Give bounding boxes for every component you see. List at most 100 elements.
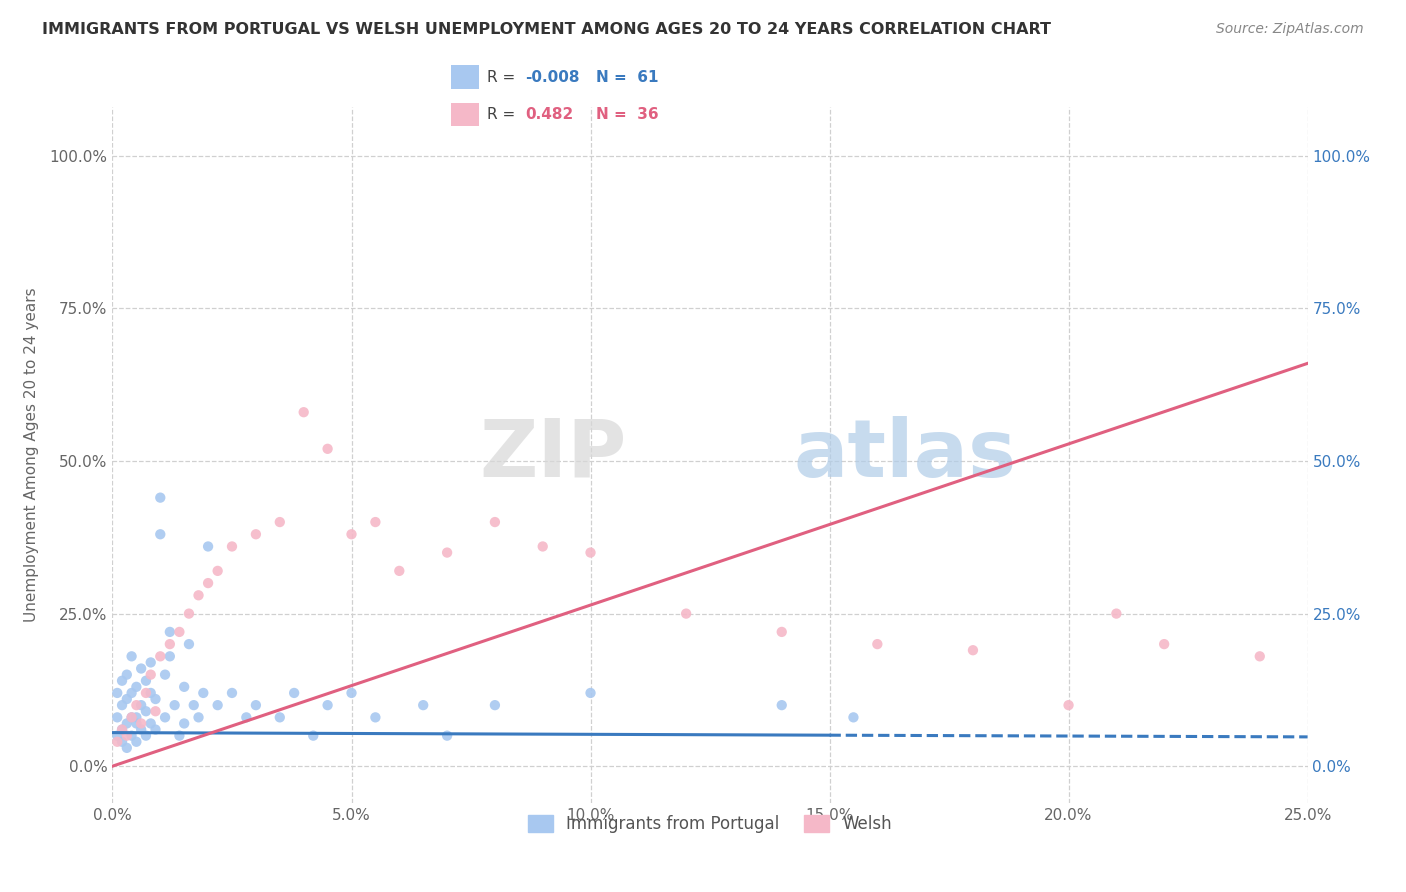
Point (412, 698, 434, 713)
Point (207, 698, 229, 713)
Text: N =  36: N = 36 (596, 107, 659, 122)
Text: atlas: atlas (793, 416, 1017, 494)
Point (159, 637, 181, 651)
Point (1105, 607, 1128, 621)
Point (111, 698, 134, 713)
Point (1057, 698, 1080, 713)
Point (245, 527, 267, 541)
Text: IMMIGRANTS FROM PORTUGAL VS WELSH UNEMPLOYMENT AMONG AGES 20 TO 24 YEARS CORRELA: IMMIGRANTS FROM PORTUGAL VS WELSH UNEMPL… (42, 22, 1052, 37)
Point (139, 656, 162, 670)
Point (125, 710, 148, 724)
Point (579, 686, 602, 700)
Point (159, 624, 181, 639)
Y-axis label: Unemployment Among Ages 20 to 24 years: Unemployment Among Ages 20 to 24 years (24, 287, 38, 623)
Point (145, 692, 167, 706)
Point (340, 527, 363, 541)
Point (125, 680, 148, 694)
Point (159, 649, 181, 664)
Point (115, 729, 138, 743)
Point (269, 710, 291, 724)
Point (125, 698, 148, 713)
Point (135, 729, 157, 743)
Point (187, 588, 209, 602)
Point (115, 740, 138, 755)
Point (115, 667, 138, 681)
Point (364, 710, 387, 724)
Point (292, 405, 315, 419)
FancyBboxPatch shape (451, 65, 478, 89)
Point (177, 607, 200, 621)
Point (129, 716, 152, 731)
Point (139, 716, 162, 731)
Point (1249, 649, 1271, 664)
Text: Source: ZipAtlas.com: Source: ZipAtlas.com (1216, 22, 1364, 37)
Point (111, 673, 134, 688)
Point (121, 729, 143, 743)
Text: R =: R = (486, 107, 515, 122)
Point (531, 540, 554, 554)
Point (111, 723, 134, 737)
Point (436, 545, 458, 559)
Point (316, 698, 339, 713)
Point (316, 442, 339, 456)
Point (770, 624, 793, 639)
Text: ZIP: ZIP (479, 416, 627, 494)
Point (484, 515, 506, 529)
Point (153, 667, 176, 681)
Point (842, 710, 865, 724)
Point (388, 564, 411, 578)
Point (207, 564, 229, 578)
Point (173, 680, 195, 694)
Text: R =: R = (486, 70, 515, 85)
Point (129, 723, 152, 737)
Point (145, 723, 167, 737)
Point (149, 491, 172, 505)
Point (235, 710, 257, 724)
Point (183, 698, 205, 713)
Point (173, 716, 195, 731)
Point (169, 624, 191, 639)
Point (135, 704, 157, 718)
Point (125, 716, 148, 731)
Text: 0.482: 0.482 (526, 107, 574, 122)
Point (675, 607, 697, 621)
Point (197, 540, 219, 554)
Point (193, 686, 215, 700)
Point (105, 710, 128, 724)
Point (221, 540, 243, 554)
Point (770, 698, 793, 713)
Point (105, 729, 128, 743)
Point (169, 729, 191, 743)
Point (245, 698, 267, 713)
Point (187, 710, 209, 724)
Point (302, 729, 325, 743)
Point (129, 661, 152, 675)
Point (135, 673, 157, 688)
Point (121, 710, 143, 724)
Point (153, 710, 176, 724)
Point (115, 716, 138, 731)
Point (111, 723, 134, 737)
Point (135, 686, 157, 700)
Point (221, 686, 243, 700)
Point (340, 686, 363, 700)
Point (962, 643, 984, 657)
Text: -0.008: -0.008 (526, 70, 579, 85)
Point (121, 686, 143, 700)
Point (121, 649, 143, 664)
Point (105, 735, 128, 749)
Legend: Immigrants from Portugal, Welsh: Immigrants from Portugal, Welsh (522, 808, 898, 839)
Point (125, 735, 148, 749)
Point (105, 686, 128, 700)
Point (1153, 637, 1175, 651)
FancyBboxPatch shape (451, 103, 478, 127)
Point (866, 637, 889, 651)
Point (283, 686, 305, 700)
Point (484, 698, 506, 713)
Point (145, 704, 167, 718)
Point (121, 710, 143, 724)
Point (579, 545, 602, 559)
Point (163, 698, 186, 713)
Text: N =  61: N = 61 (596, 70, 659, 85)
Point (436, 729, 458, 743)
